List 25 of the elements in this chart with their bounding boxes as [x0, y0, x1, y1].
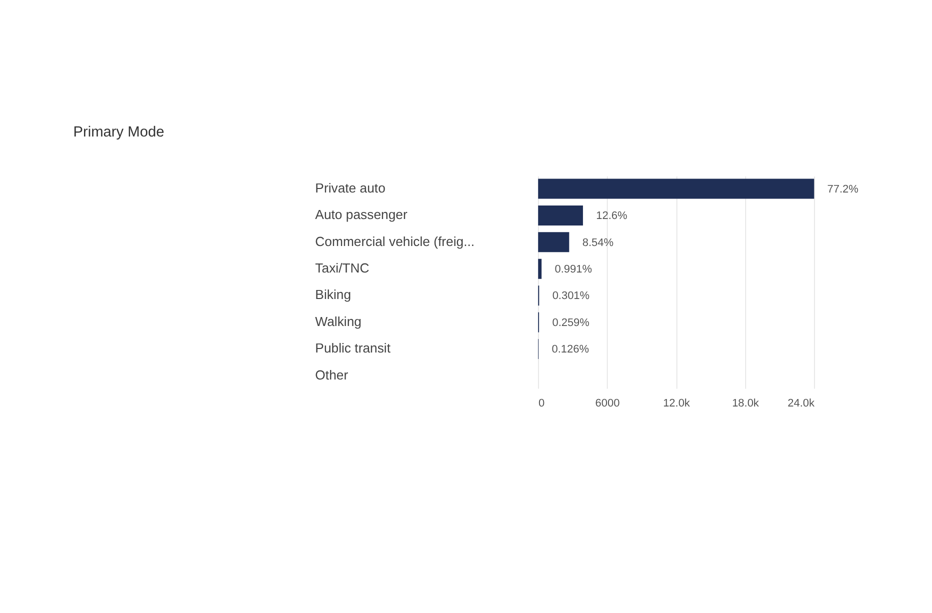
- y-tick-label: Taxi/TNC: [315, 260, 370, 276]
- bar: [538, 258, 542, 279]
- y-tick-label: Other: [315, 367, 349, 382]
- y-tick-label: Auto passenger: [315, 207, 408, 222]
- x-tick-label: 12.0k: [663, 397, 690, 410]
- y-tick-label: Walking: [315, 314, 362, 329]
- annotation: 0.991%: [554, 264, 592, 276]
- annotation: 0.126%: [552, 344, 590, 356]
- annotation: 0.259%: [552, 316, 590, 329]
- bar: [538, 232, 570, 252]
- y-tick-label: Biking: [315, 287, 352, 302]
- x-tick-label: 0: [538, 397, 545, 410]
- annotation: 12.6%: [596, 210, 628, 222]
- annotation: 0.301%: [552, 290, 590, 302]
- annotation: 8.54%: [582, 236, 614, 249]
- text: Primary Mode: [73, 124, 164, 141]
- y-tick-label: Commercial vehicle (freig...: [315, 234, 475, 249]
- y-tick-label: Public transit: [315, 340, 391, 356]
- x-tick-label: 18.0k: [732, 397, 760, 410]
- annotation: 77.2%: [827, 183, 859, 196]
- y-tick-label: Private auto: [315, 180, 386, 196]
- bar: [538, 178, 814, 199]
- bar: [538, 205, 583, 226]
- x-tick-label: 24.0k: [788, 397, 815, 410]
- x-tick-label: 6000: [595, 397, 620, 410]
